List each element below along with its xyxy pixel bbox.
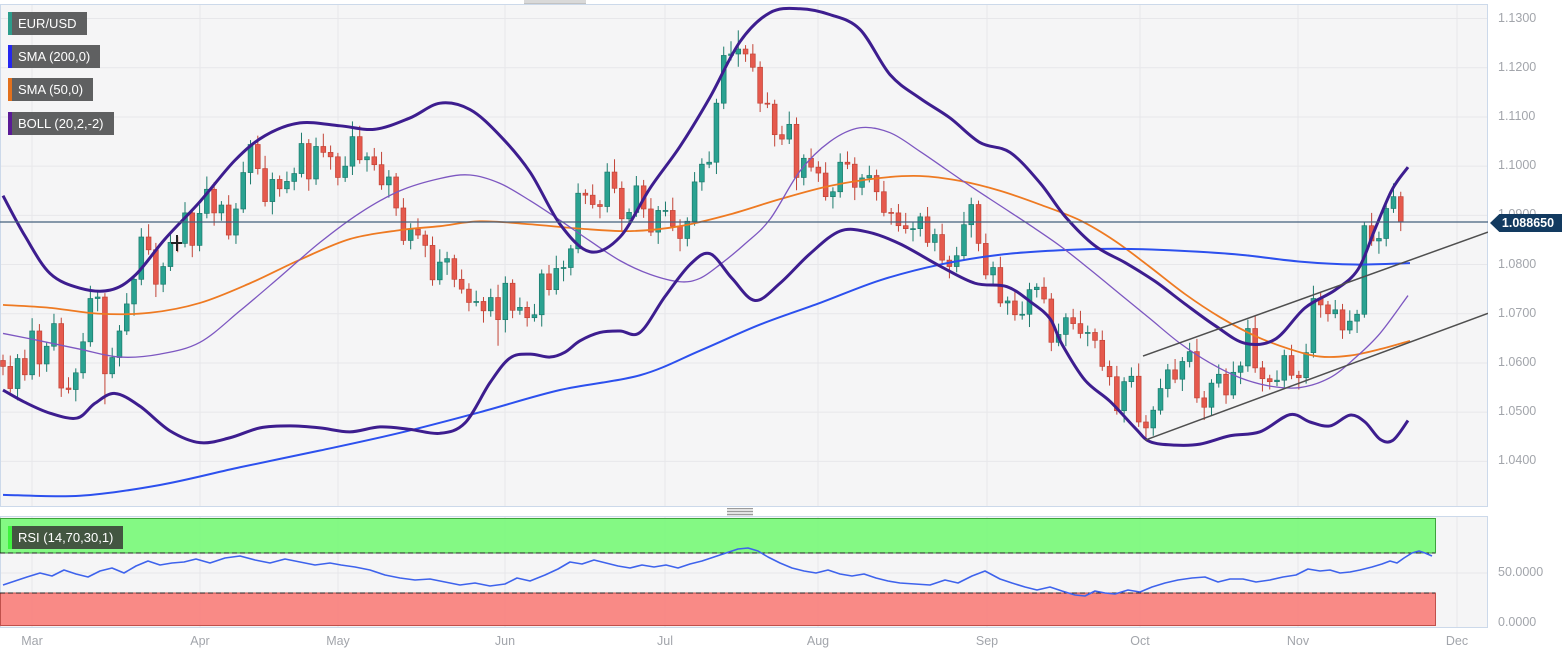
rsi-overbought-zone (0, 518, 1436, 554)
rsi-label: RSI (14,70,30,1) (18, 530, 114, 545)
month-label: Apr (190, 634, 210, 648)
month-label: Sep (975, 634, 999, 648)
candles-layer (0, 30, 1404, 438)
boll-middle-line (2, 126, 1409, 389)
legend-symbol-chip[interactable]: EUR/USD (8, 12, 87, 35)
price-chart-canvas[interactable] (0, 4, 1488, 507)
month-label: May (326, 634, 350, 648)
sma50-line (2, 174, 1411, 358)
price-tick-label: 1.1300 (1498, 10, 1537, 25)
rsi-oversold-zone (0, 592, 1436, 626)
price-tick-label: 1.0600 (1498, 354, 1537, 369)
legend-sma200-chip[interactable]: SMA (200,0) (8, 45, 101, 68)
boll-label: BOLL (20,2,-2) (18, 116, 104, 131)
price-tick-label: 1.0700 (1498, 305, 1537, 320)
month-label: Dec (1445, 634, 1469, 648)
price-tick-label: 1.0400 (1498, 453, 1537, 468)
trendline-2[interactable] (1144, 312, 1488, 441)
month-label: Oct (1130, 634, 1150, 648)
boll-upper-line (1, 6, 1410, 347)
time-axis[interactable]: Mar Apr May Jun Jul Aug Sep Oct Nov Dec (0, 628, 1562, 655)
month-label: Nov (1286, 634, 1310, 648)
rsi-tick-label: 0.0000 (1498, 615, 1537, 629)
price-tick-label: 1.0500 (1498, 404, 1537, 419)
boll-lower-line (2, 227, 1410, 447)
price-tick-label: 1.0800 (1498, 256, 1537, 271)
rsi-tick-label: 50.0000 (1498, 565, 1544, 579)
rsi-chart-canvas[interactable] (0, 516, 1488, 628)
month-label: Aug (806, 634, 830, 648)
legend-rsi-chip[interactable]: RSI (14,70,30,1) (8, 526, 124, 549)
price-tick-label: 1.1000 (1498, 158, 1537, 173)
symbol-label: EUR/USD (18, 16, 77, 31)
sma50-label: SMA (50,0) (18, 82, 84, 97)
current-price-badge: 1.088650 (1490, 214, 1562, 232)
price-tick-label: 1.1200 (1498, 59, 1537, 74)
rsi-color-bar (8, 526, 12, 549)
sma200-line (2, 247, 1411, 498)
boll-color-bar (8, 112, 12, 135)
sma50-color-bar (8, 78, 12, 101)
sma200-color-bar (8, 45, 12, 68)
legend-sma50-chip[interactable]: SMA (50,0) (8, 78, 94, 101)
mouse-crosshair (171, 242, 182, 244)
symbol-color-bar (8, 12, 12, 35)
month-label: Jul (657, 634, 673, 648)
price-axis[interactable]: 1.13001.12001.11001.10001.09001.08001.07… (1489, 0, 1562, 655)
top-ui-fragment (524, 0, 586, 4)
trendline-1[interactable] (1142, 231, 1488, 357)
price-tick-label: 1.1100 (1498, 108, 1536, 123)
sma200-label: SMA (200,0) (18, 49, 91, 64)
rsi-line (2, 547, 1433, 597)
panel-resize-handle[interactable] (727, 508, 753, 516)
month-label: Mar (21, 634, 43, 648)
legend-boll-chip[interactable]: BOLL (20,2,-2) (8, 112, 114, 135)
month-label: Jun (494, 634, 516, 648)
